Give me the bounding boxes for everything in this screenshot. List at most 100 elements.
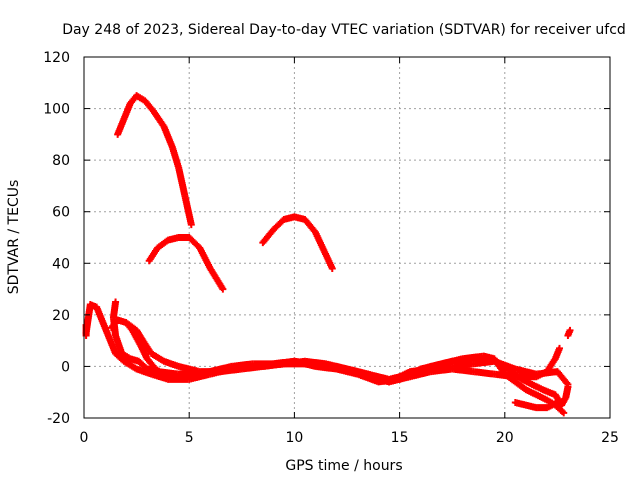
series-marker-trail <box>562 385 572 400</box>
series-marker-trail <box>122 358 139 372</box>
series-marker-trail <box>181 194 195 227</box>
series-marker-trail <box>429 358 454 370</box>
series-arc-high-1 <box>114 92 195 229</box>
series-marker-trail <box>128 355 141 365</box>
series-marker-trail <box>134 93 147 104</box>
series-marker-trail <box>486 355 503 367</box>
series-arc-mid-2 <box>259 213 336 272</box>
series-marker-trail <box>552 346 563 361</box>
series-marker-trail <box>155 237 171 251</box>
y-axis-label: SDTVAR / TECUs <box>6 180 22 295</box>
series-marker-trail <box>161 124 176 150</box>
x-tick-label: 5 <box>185 430 194 446</box>
series-marker-trail <box>450 355 475 365</box>
series-marker-trail <box>166 234 181 244</box>
series-marker-trail <box>408 363 433 378</box>
series-marker-trail <box>124 320 139 333</box>
series-marker-trail <box>149 351 166 364</box>
series-arc-mid-1 <box>145 234 227 293</box>
series-marker-trail <box>88 301 99 310</box>
chart-title: Day 248 of 2023, Sidereal Day-to-day VTE… <box>62 22 626 38</box>
series-marker-trail <box>197 246 213 271</box>
series-marker-trail <box>114 117 127 137</box>
series-low-arc-7 <box>564 326 574 339</box>
grid-layer <box>84 57 610 418</box>
series-marker-trail <box>271 217 287 232</box>
series-marker-trail <box>450 365 475 375</box>
series-marker-trail <box>524 402 539 411</box>
series-marker-trail <box>198 368 223 376</box>
series-marker-trail <box>544 356 558 374</box>
series-marker-trail <box>134 328 146 343</box>
series-marker-trail <box>292 213 307 223</box>
series-marker-trail <box>565 328 573 338</box>
series-marker-trail <box>112 333 125 356</box>
series-marker-trail <box>498 361 514 374</box>
series-marker-trail <box>136 359 150 372</box>
series-marker-trail <box>261 360 286 370</box>
series-marker-trail <box>110 315 119 338</box>
series-marker-trail <box>106 336 119 356</box>
x-axis-label: GPS time / hours <box>285 458 402 474</box>
series-low-arc-3 <box>109 298 568 417</box>
series-marker-trail <box>545 399 560 411</box>
series-marker-trail <box>149 371 170 383</box>
series-marker-trail <box>129 328 144 348</box>
series-marker-trail <box>524 386 539 398</box>
series-low-arc-4 <box>122 319 572 409</box>
series-marker-trail <box>534 392 549 403</box>
series-marker-trail <box>156 368 181 378</box>
series-marker-trail <box>138 343 150 361</box>
series-marker-trail <box>302 217 318 235</box>
series-marker-trail <box>312 230 327 253</box>
series-marker-trail <box>134 366 153 378</box>
series-marker-trail <box>110 300 119 320</box>
series-marker-trail <box>303 358 328 368</box>
series-marker-trail <box>207 266 226 291</box>
series-marker-trail <box>519 376 534 388</box>
series-marker-trail <box>175 166 189 198</box>
series-marker-trail <box>553 402 566 416</box>
series-marker-trail <box>229 360 254 370</box>
x-tick-label: 25 <box>601 430 619 446</box>
series-marker-trail <box>82 323 90 338</box>
series-marker-trail <box>142 98 156 114</box>
series-marker-trail <box>113 351 127 364</box>
series-marker-trail <box>513 399 528 409</box>
series-marker-trail <box>429 365 454 375</box>
series-marker-trail <box>187 235 202 251</box>
series-marker-trail <box>387 371 412 383</box>
y-tick-label: -20 <box>47 411 70 427</box>
series-marker-trail <box>513 379 528 393</box>
series-marker-trail <box>530 381 545 393</box>
series-marker-trail <box>145 365 160 375</box>
plot-frame <box>83 56 611 419</box>
y-tick-label: 80 <box>52 153 70 169</box>
series-marker-trail <box>509 369 524 382</box>
x-tick-label: 10 <box>285 430 303 446</box>
data-layer <box>82 92 574 417</box>
series-marker-trail <box>176 370 191 378</box>
x-tick-label: 20 <box>496 430 514 446</box>
series-marker-trail <box>162 358 181 370</box>
series-marker-trail <box>93 305 106 325</box>
series-low-arc-6 <box>511 399 561 412</box>
y-tick-label: 60 <box>52 205 70 221</box>
series-marker-trail <box>471 355 490 363</box>
series-marker-trail <box>169 145 182 170</box>
series-marker-trail <box>366 371 391 383</box>
series-marker-trail <box>282 213 297 223</box>
series-marker-trail <box>534 368 549 380</box>
series-marker-trail <box>540 386 557 398</box>
series-marker-trail <box>502 371 518 385</box>
series-marker-trail <box>282 358 307 368</box>
series-marker-trail <box>140 338 154 356</box>
y-tick-label: 120 <box>43 50 70 66</box>
series-marker-trail <box>176 234 191 241</box>
y-tick-label: 100 <box>43 102 70 118</box>
series-marker-trail <box>100 320 113 340</box>
series-marker-trail <box>558 395 569 408</box>
series-marker-trail <box>120 351 133 362</box>
series-marker-trail <box>324 360 349 373</box>
